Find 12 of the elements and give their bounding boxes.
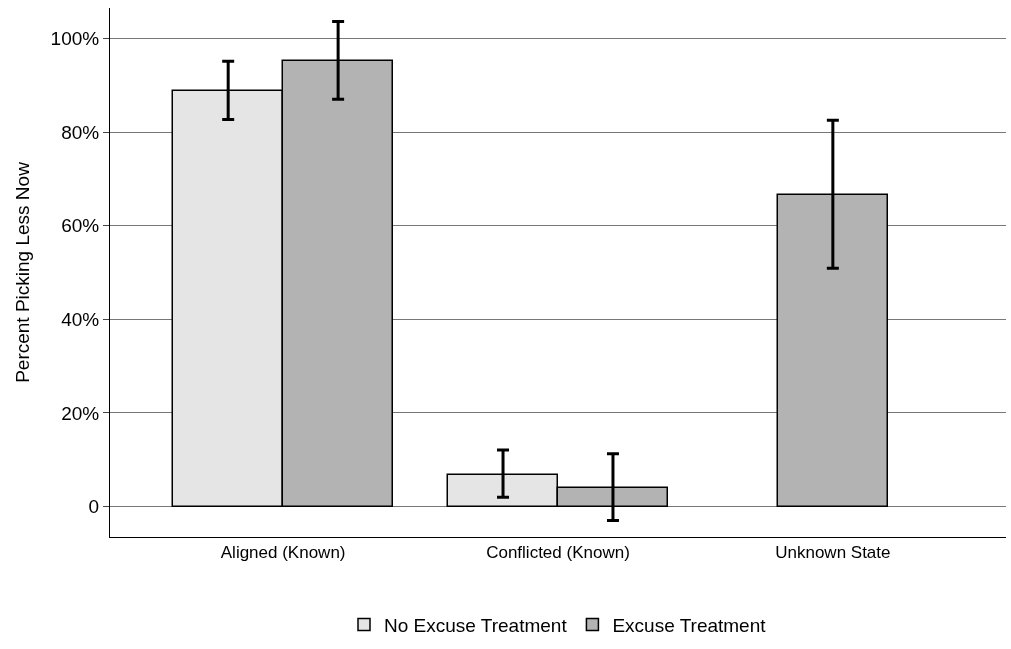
y-axis-title: Percent Picking Less Now [12, 161, 34, 383]
x-tick-label: Conflicted (Known) [486, 543, 630, 563]
y-tick-label: 80% [61, 121, 100, 143]
legend-label: No Excuse Treatment [384, 615, 568, 637]
y-tick-label: 60% [61, 215, 100, 237]
y-tick-label: 40% [61, 308, 100, 330]
x-tick-label: Aligned (Known) [220, 543, 346, 563]
x-tick-label: Unknown State [775, 543, 891, 563]
y-tick-label: 0 [88, 496, 100, 518]
y-tick-label: 100% [50, 28, 100, 50]
y-tick-label: 20% [61, 402, 100, 424]
legend-label: Excuse Treatment [612, 615, 767, 637]
